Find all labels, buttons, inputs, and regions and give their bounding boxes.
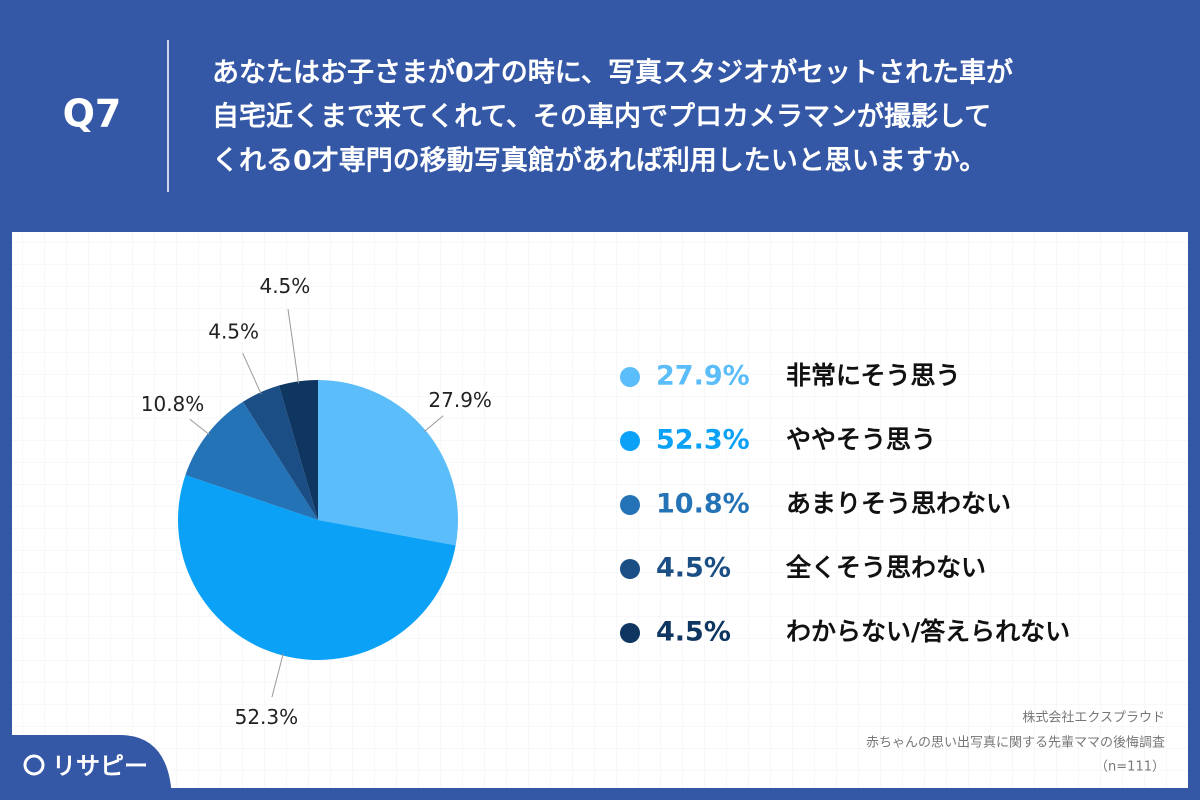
slice-label: 10.8% bbox=[141, 392, 205, 416]
pie-slice bbox=[178, 475, 456, 660]
source: （n=111） bbox=[1095, 760, 1165, 775]
legend-swatch bbox=[620, 623, 640, 643]
legend-value: 4.5% bbox=[656, 553, 731, 584]
legend-label: 全くそう思わない bbox=[785, 553, 986, 582]
slice-label: 27.9% bbox=[428, 388, 492, 412]
slice-label: 4.5% bbox=[208, 320, 259, 344]
pie-slice bbox=[242, 385, 318, 520]
legend-value: 27.9% bbox=[656, 361, 750, 392]
legend-label: 非常にそう思う bbox=[786, 361, 961, 390]
leader-line bbox=[271, 653, 284, 698]
pie-slice bbox=[318, 380, 458, 546]
logo-badge bbox=[0, 735, 172, 800]
leader-line bbox=[287, 309, 300, 384]
pie-slice bbox=[278, 380, 318, 520]
legend-swatch bbox=[620, 367, 640, 387]
legend-swatch bbox=[620, 431, 640, 451]
question-line: 自宅近くまで来てくれて、その車内でプロカメラマンが撮影して bbox=[212, 101, 991, 133]
legend-value: 52.3% bbox=[656, 425, 750, 456]
legend-label: あまりそう思わない bbox=[786, 489, 1011, 518]
logo-icon bbox=[23, 754, 45, 776]
question-line: くれる0才専門の移動写真館があれば利用したいと思いますか。 bbox=[212, 145, 986, 177]
leader-line bbox=[189, 418, 210, 436]
question-line: あなたはお子さまが0才の時に、写真スタジオがセットされた車が bbox=[212, 57, 1013, 89]
slice-label: 52.3% bbox=[235, 705, 299, 729]
slice-label: 4.5% bbox=[259, 274, 310, 298]
legend-label: わからない/答えられない bbox=[786, 617, 1070, 646]
chart: 27.9% 27.9% 非常にそう思う 52.3% 52.3% ややそう思う 10.8% 10… bbox=[141, 274, 1070, 729]
leader-line bbox=[242, 353, 262, 395]
source: 赤ちゃんの思い出写真に関する先輩ママの後悔調査 bbox=[866, 736, 1165, 751]
leader-line bbox=[423, 415, 444, 433]
source: 株式会社エクスプラウド bbox=[1022, 710, 1165, 726]
legend-value: 10.8% bbox=[656, 489, 750, 520]
logo: リサピー bbox=[52, 752, 148, 780]
legend-swatch bbox=[620, 559, 640, 579]
legend-label: ややそう思う bbox=[786, 425, 936, 454]
pie-slice bbox=[185, 401, 318, 520]
question-label: Q7 bbox=[63, 92, 122, 136]
legend-swatch bbox=[620, 495, 640, 515]
legend-value: 4.5% bbox=[656, 617, 731, 648]
